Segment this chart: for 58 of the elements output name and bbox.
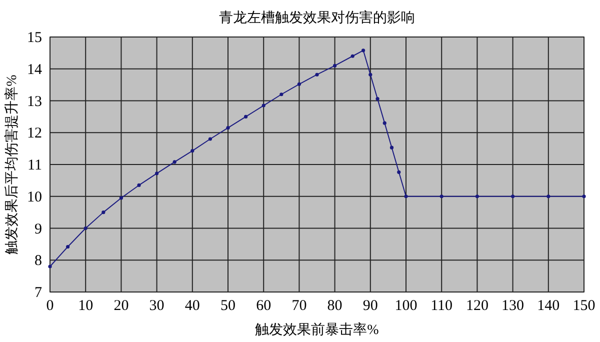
point — [280, 92, 284, 96]
x-tick-label: 120 — [466, 298, 488, 314]
point — [119, 196, 123, 200]
x-tick-label: 50 — [220, 298, 236, 314]
y-tick-label: 11 — [28, 158, 42, 174]
point — [172, 160, 176, 164]
x-tick-label: 140 — [537, 298, 560, 314]
x-tick-label: 40 — [184, 298, 200, 314]
y-tick-label: 8 — [34, 253, 42, 270]
y-tick-label: 14 — [27, 62, 42, 78]
point — [382, 121, 386, 125]
point — [226, 126, 230, 130]
x-tick-label: 130 — [502, 298, 524, 314]
point — [190, 148, 194, 153]
point — [137, 183, 141, 188]
point — [84, 226, 88, 230]
point — [48, 264, 52, 268]
point — [244, 114, 248, 118]
point — [350, 54, 354, 58]
point — [361, 48, 366, 52]
point — [102, 210, 106, 214]
x-tick-label: 70 — [292, 298, 307, 314]
point — [390, 146, 394, 150]
point — [546, 194, 550, 198]
x-tick-label: 100 — [394, 298, 418, 314]
point — [66, 244, 70, 249]
point — [475, 194, 479, 198]
y-axis-title: 触发效果后平均伤害提升率% — [4, 74, 20, 254]
point — [208, 137, 212, 141]
point — [262, 104, 266, 108]
y-tick-label: 15 — [27, 30, 42, 46]
chart-title: 青龙左槽触发效果对伤害的影响 — [219, 10, 415, 26]
point — [376, 97, 380, 101]
x-tick-label: 150 — [572, 298, 596, 314]
point — [397, 170, 401, 174]
x-tick-label: 0 — [46, 298, 54, 314]
point — [315, 72, 319, 76]
x-axis-title: 触发效果前暴击率% — [255, 322, 380, 338]
y-tick-label: 7 — [34, 285, 42, 301]
y-tick-label: 10 — [27, 189, 42, 206]
point — [440, 194, 444, 198]
point — [155, 172, 159, 176]
y-tick-label: 13 — [27, 94, 42, 110]
point — [333, 64, 337, 68]
x-tick-label: 10 — [78, 298, 94, 314]
x-tick-label: 90 — [362, 298, 378, 314]
point — [368, 72, 372, 76]
y-tick-label: 12 — [27, 126, 42, 142]
point — [511, 194, 515, 198]
x-tick-label: 80 — [327, 298, 342, 314]
point — [297, 82, 301, 86]
point — [404, 194, 408, 198]
x-tick-label: 30 — [149, 298, 164, 314]
x-tick-label: 60 — [256, 298, 272, 314]
x-tick-label: 110 — [430, 298, 453, 314]
point — [582, 194, 586, 198]
x-tick-label: 20 — [114, 298, 129, 314]
y-tick-label: 9 — [34, 221, 42, 238]
